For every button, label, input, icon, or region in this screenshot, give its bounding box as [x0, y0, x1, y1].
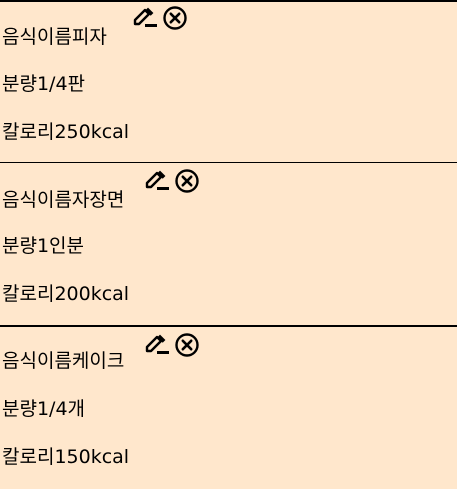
- edit-button[interactable]: [144, 334, 170, 356]
- pencil-edit-icon: [145, 334, 169, 354]
- food-calorie-value: 150kcal: [54, 446, 130, 468]
- food-card: 음식이름피자 분량1/4판 칼로리250kcal: [0, 0, 457, 163]
- close-circle-icon: [175, 169, 199, 193]
- food-calorie-label: 칼로리: [2, 283, 55, 305]
- food-name-value: 자장면: [71, 189, 125, 211]
- edit-button[interactable]: [132, 7, 158, 29]
- pencil-edit-icon: [145, 170, 169, 190]
- delete-button[interactable]: [162, 5, 188, 31]
- food-amount-label: 분량: [2, 235, 37, 257]
- food-calorie-label: 칼로리: [2, 121, 55, 143]
- food-card: 음식이름자장면 분량1인분 칼로리200kcal: [0, 163, 457, 327]
- food-amount-row: 분량1인분: [2, 235, 84, 257]
- food-name-label: 음식이름: [2, 189, 72, 211]
- food-name-value: 케이크: [71, 350, 125, 372]
- pencil-edit-icon: [133, 7, 157, 27]
- food-name-row: 음식이름피자: [2, 26, 107, 48]
- food-name-row: 음식이름케이크: [2, 350, 124, 372]
- food-amount-row: 분량1/4판: [2, 73, 85, 95]
- food-amount-label: 분량: [2, 73, 37, 95]
- food-name-row: 음식이름자장면: [2, 189, 124, 211]
- food-calorie-row: 칼로리200kcal: [2, 283, 129, 305]
- food-amount-value: 1/4개: [36, 398, 86, 420]
- card-actions: [144, 168, 200, 194]
- food-amount-value: 1/4판: [36, 73, 86, 95]
- card-actions: [132, 5, 188, 31]
- food-calorie-row: 칼로리150kcal: [2, 446, 129, 468]
- food-calorie-label: 칼로리: [2, 446, 55, 468]
- food-calorie-value: 250kcal: [54, 121, 130, 143]
- food-name-label: 음식이름: [2, 350, 72, 372]
- food-calorie-value: 200kcal: [54, 283, 130, 305]
- food-amount-value: 1인분: [36, 235, 85, 257]
- food-amount-label: 분량: [2, 398, 37, 420]
- close-circle-icon: [163, 6, 187, 30]
- food-card: 음식이름케이크 분량1/4개 칼로리150kcal: [0, 327, 457, 489]
- edit-button[interactable]: [144, 170, 170, 192]
- food-calorie-row: 칼로리250kcal: [2, 121, 129, 143]
- food-amount-row: 분량1/4개: [2, 398, 85, 420]
- card-actions: [144, 332, 200, 358]
- delete-button[interactable]: [174, 168, 200, 194]
- close-circle-icon: [175, 333, 199, 357]
- food-name-label: 음식이름: [2, 26, 72, 48]
- food-name-value: 피자: [71, 26, 107, 48]
- delete-button[interactable]: [174, 332, 200, 358]
